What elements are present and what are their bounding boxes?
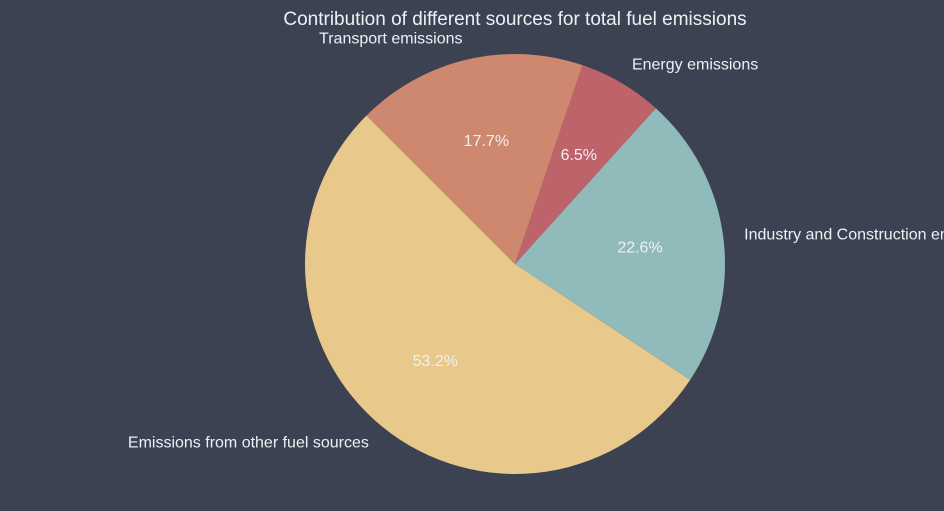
pie-slices bbox=[305, 54, 726, 474]
pie-slice-transport-emissions bbox=[366, 54, 583, 264]
pie-percent-label: 53.2% bbox=[413, 353, 458, 370]
pie-percent-label: 22.6% bbox=[617, 240, 662, 257]
pie-percent-label: 6.5% bbox=[561, 147, 597, 164]
pie-slice-energy-emissions bbox=[515, 65, 656, 264]
pie-category-label: Emissions from other fuel sources bbox=[128, 434, 369, 451]
pie-category-label: Transport emissions bbox=[319, 31, 462, 48]
chart-title: Contribution of different sources for to… bbox=[283, 9, 746, 30]
pie-slice-industry-and-construction-emissions bbox=[515, 108, 726, 380]
pie-labels: 53.2% Emissions from other fuel sources 22… bbox=[128, 31, 944, 452]
pie-slice-emissions-from-other-fuel-sources bbox=[305, 115, 691, 474]
pie-percent-label: 17.7% bbox=[464, 133, 509, 150]
pie-category-label: Industry and Construction emissions bbox=[744, 227, 944, 244]
pie-category-label: Energy emissions bbox=[632, 56, 758, 73]
